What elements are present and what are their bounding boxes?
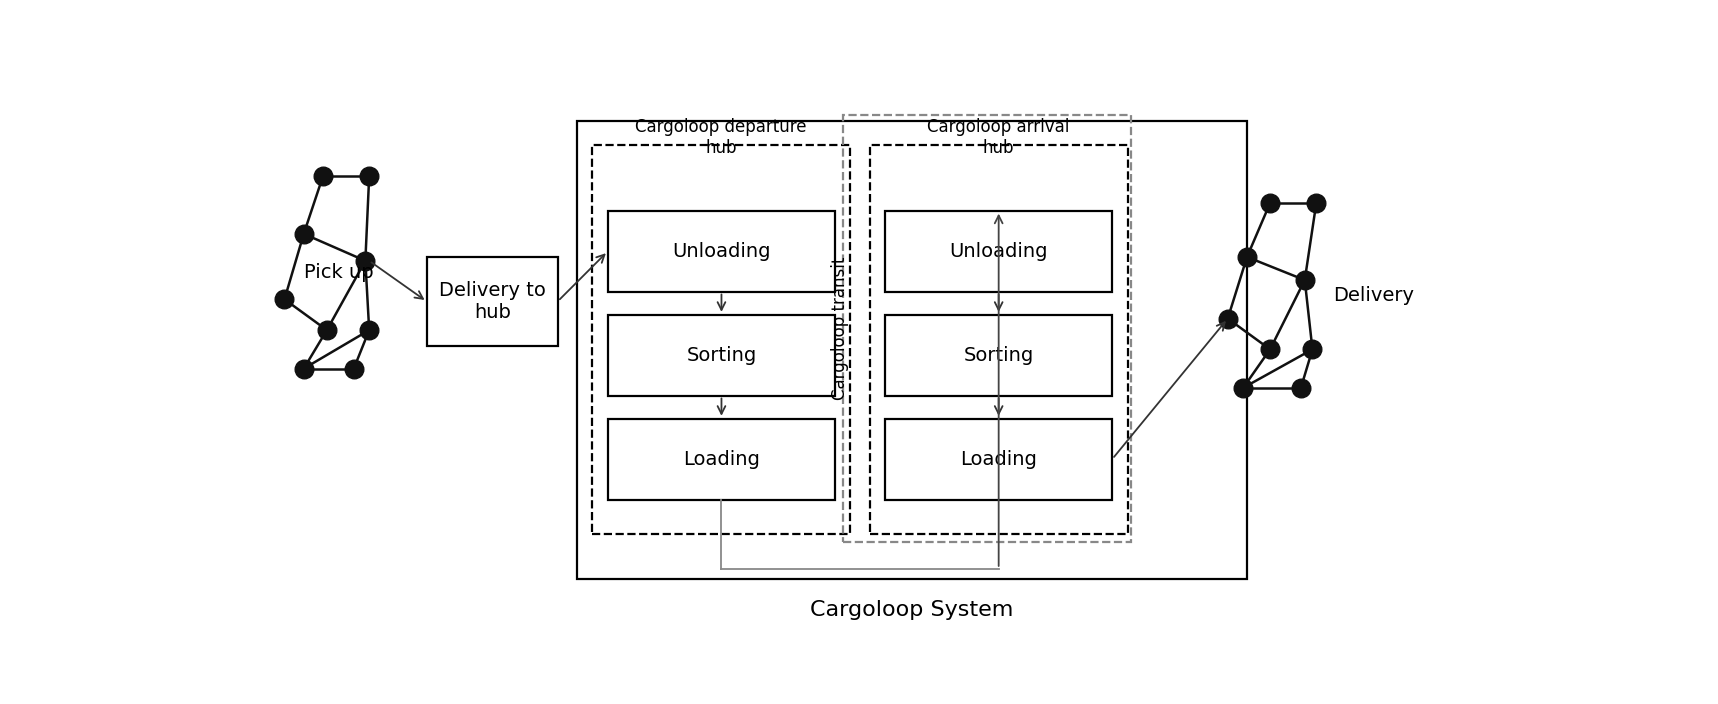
Text: Delivery to
hub: Delivery to hub — [440, 281, 546, 322]
Text: Unloading: Unloading — [672, 241, 771, 260]
Point — [1290, 275, 1318, 286]
Text: Cargoloop System: Cargoloop System — [811, 601, 1014, 620]
Point — [1299, 344, 1326, 355]
Point — [309, 170, 337, 182]
Point — [290, 228, 318, 239]
Text: Loading: Loading — [960, 450, 1038, 469]
Point — [1230, 382, 1258, 394]
Point — [1256, 197, 1283, 208]
Text: Sorting: Sorting — [687, 346, 756, 365]
Point — [356, 170, 383, 182]
Text: Sorting: Sorting — [964, 346, 1034, 365]
FancyBboxPatch shape — [608, 315, 835, 396]
Text: Cargoloop arrival
hub: Cargoloop arrival hub — [928, 118, 1070, 157]
Point — [271, 294, 299, 305]
Text: Unloading: Unloading — [950, 241, 1048, 260]
Point — [1234, 251, 1261, 263]
FancyBboxPatch shape — [885, 419, 1112, 500]
Text: Cargoloop transit: Cargoloop transit — [832, 257, 849, 401]
Point — [1215, 313, 1242, 324]
Point — [1256, 344, 1283, 355]
Text: Pick up: Pick up — [304, 263, 373, 282]
FancyBboxPatch shape — [608, 419, 835, 500]
Text: Delivery: Delivery — [1333, 286, 1414, 305]
Point — [313, 325, 340, 336]
FancyBboxPatch shape — [428, 257, 558, 346]
Point — [290, 363, 318, 375]
Text: Cargoloop departure
hub: Cargoloop departure hub — [636, 118, 807, 157]
FancyBboxPatch shape — [608, 210, 835, 291]
Point — [1302, 197, 1330, 208]
FancyBboxPatch shape — [885, 210, 1112, 291]
Point — [352, 255, 380, 266]
Point — [340, 363, 368, 375]
FancyBboxPatch shape — [885, 315, 1112, 396]
Point — [356, 325, 383, 336]
Text: Loading: Loading — [684, 450, 759, 469]
Point — [1287, 382, 1314, 394]
